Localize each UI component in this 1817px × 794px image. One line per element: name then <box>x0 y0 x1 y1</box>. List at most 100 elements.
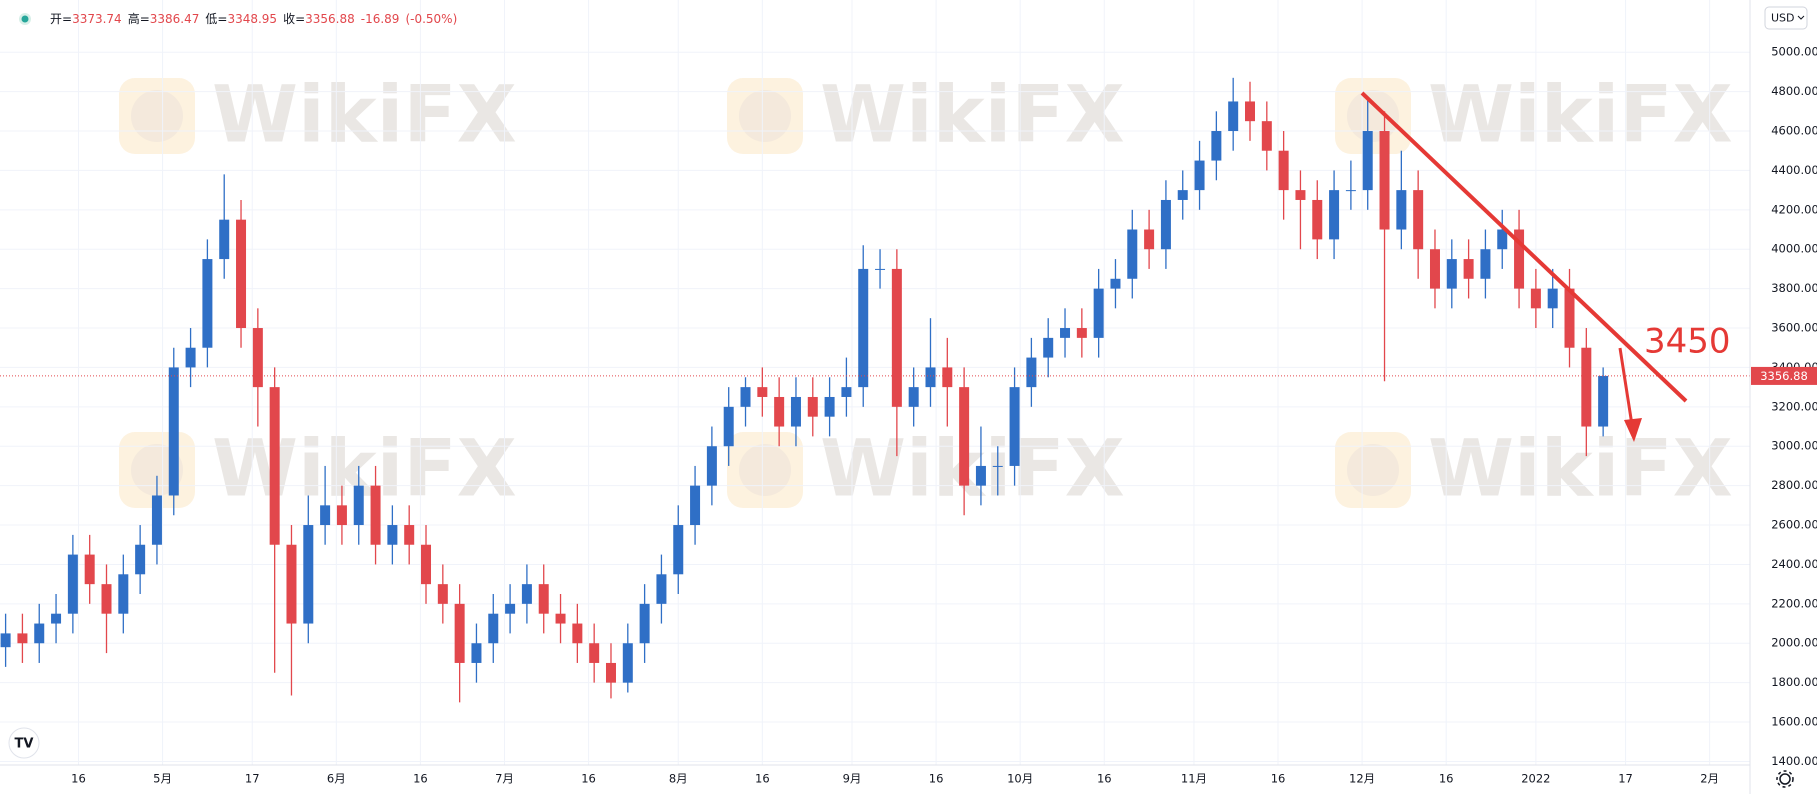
currency-button[interactable] <box>1764 6 1808 30</box>
candle-body <box>1295 190 1306 200</box>
x-tick-label: 2月 <box>1700 772 1719 786</box>
watermark-logo-inner <box>1347 90 1399 142</box>
candle-body <box>538 584 549 614</box>
candle-body <box>824 396 835 417</box>
candle-body <box>269 387 280 545</box>
x-tick-label: 17 <box>245 772 260 786</box>
last-price-label: 3356.88 <box>1760 369 1808 383</box>
candle-body <box>488 613 499 644</box>
candle-body <box>605 662 616 683</box>
candle-body <box>1312 199 1323 240</box>
currency-caret[interactable] <box>1797 15 1805 20</box>
candle-body <box>286 544 297 624</box>
status-dot <box>21 15 29 23</box>
watermark-logo-inner <box>131 90 183 142</box>
gear[interactable] <box>1779 773 1791 785</box>
candle-body <box>1463 259 1474 279</box>
ohlc-label: 低= <box>205 12 227 26</box>
arrow-shaft <box>1618 347 1634 426</box>
candle-body <box>706 446 717 486</box>
ohlc-label: 开= <box>50 12 72 26</box>
y-tick-label: 1400.00 <box>1771 754 1817 768</box>
y-tick-label: 5000.00 <box>1771 45 1817 59</box>
axes: 1400.00 1600.00 1800.00 2000.00 2200.00 2400.… <box>71 45 1817 786</box>
candle-body <box>875 268 886 270</box>
candle-body <box>67 554 78 614</box>
x-tick-label: 7月 <box>495 772 514 786</box>
candle-body <box>185 347 196 368</box>
gear-teeth[interactable] <box>1776 770 1794 788</box>
candle-body <box>353 485 364 526</box>
x-tick-label: 16 <box>1097 772 1112 786</box>
watermark-text: WikiFX <box>820 424 1125 514</box>
ohlc-label: 收= <box>283 12 305 26</box>
candle-body <box>1514 229 1525 289</box>
candle-body <box>1396 190 1407 230</box>
candle-body <box>168 367 179 496</box>
candle-body <box>1211 131 1222 161</box>
candle-body <box>521 584 532 604</box>
candle-body <box>1278 150 1289 191</box>
x-tick-label: 16 <box>413 772 428 786</box>
candle-body <box>454 603 465 663</box>
candle-body <box>1076 328 1087 338</box>
candle-body <box>757 387 768 397</box>
x-tick-label: 12月 <box>1349 772 1375 786</box>
settings-icon[interactable] <box>1776 770 1794 788</box>
logo-mark[interactable]: TV <box>15 737 34 752</box>
candle-body <box>34 623 45 644</box>
watermark-text: WikiFX <box>1428 424 1733 514</box>
logo-circle[interactable] <box>8 727 40 759</box>
candle-body <box>908 387 919 407</box>
candle-body <box>1228 101 1239 132</box>
candle-body <box>1497 229 1508 250</box>
y-tick-label: 1800.00 <box>1771 675 1817 689</box>
x-tick-label: 16 <box>1439 772 1454 786</box>
y-tick-label: 2400.00 <box>1771 557 1817 571</box>
candle-body <box>555 613 566 624</box>
candle-body <box>1110 278 1121 289</box>
y-tick-label: 3800.00 <box>1771 281 1817 295</box>
candle-body <box>421 544 432 585</box>
candle-body <box>118 574 129 614</box>
candle-body <box>572 623 583 644</box>
x-tick-label: 16 <box>755 772 770 786</box>
candles <box>0 77 1750 703</box>
ohlc-value: 3356.88 <box>305 12 355 26</box>
annotation-text: 3450 <box>1644 322 1731 362</box>
candle-body <box>51 613 62 624</box>
candle-body <box>1345 190 1356 192</box>
candle-body <box>336 505 347 526</box>
x-tick-label: 8月 <box>669 772 688 786</box>
candle-body <box>236 219 247 329</box>
candle-body <box>0 633 11 648</box>
candle-body <box>252 328 263 388</box>
candle-body <box>1598 375 1609 427</box>
candle-body <box>622 643 633 683</box>
y-tick-label: 3200.00 <box>1771 399 1817 413</box>
candle-body <box>1093 288 1104 338</box>
candle-body <box>151 495 162 545</box>
x-tick-label: 16 <box>581 772 596 786</box>
candle-body <box>942 367 953 388</box>
trend-line <box>1360 91 1688 403</box>
candle-body <box>1043 337 1054 358</box>
change-percent: (-0.50%) <box>405 12 457 26</box>
watermark-logo-inner <box>739 444 791 496</box>
candle-body <box>1379 131 1390 230</box>
grid <box>0 0 1750 765</box>
y-tick-label: 4400.00 <box>1771 163 1817 177</box>
y-tick-label: 4000.00 <box>1771 242 1817 256</box>
candle-body <box>303 525 314 624</box>
candle-body <box>1127 229 1138 279</box>
candle-body <box>891 268 902 407</box>
currency-label[interactable]: USD <box>1771 12 1795 25</box>
tv-logo[interactable]: TV <box>8 727 40 759</box>
watermark-logo-inner <box>1347 444 1399 496</box>
x-tick-label: 9月 <box>843 772 862 786</box>
candle-body <box>858 268 869 388</box>
watermark-logo-inner <box>739 90 791 142</box>
x-tick-label: 6月 <box>327 772 346 786</box>
candle-body <box>1160 199 1171 250</box>
candle-body <box>925 367 936 388</box>
